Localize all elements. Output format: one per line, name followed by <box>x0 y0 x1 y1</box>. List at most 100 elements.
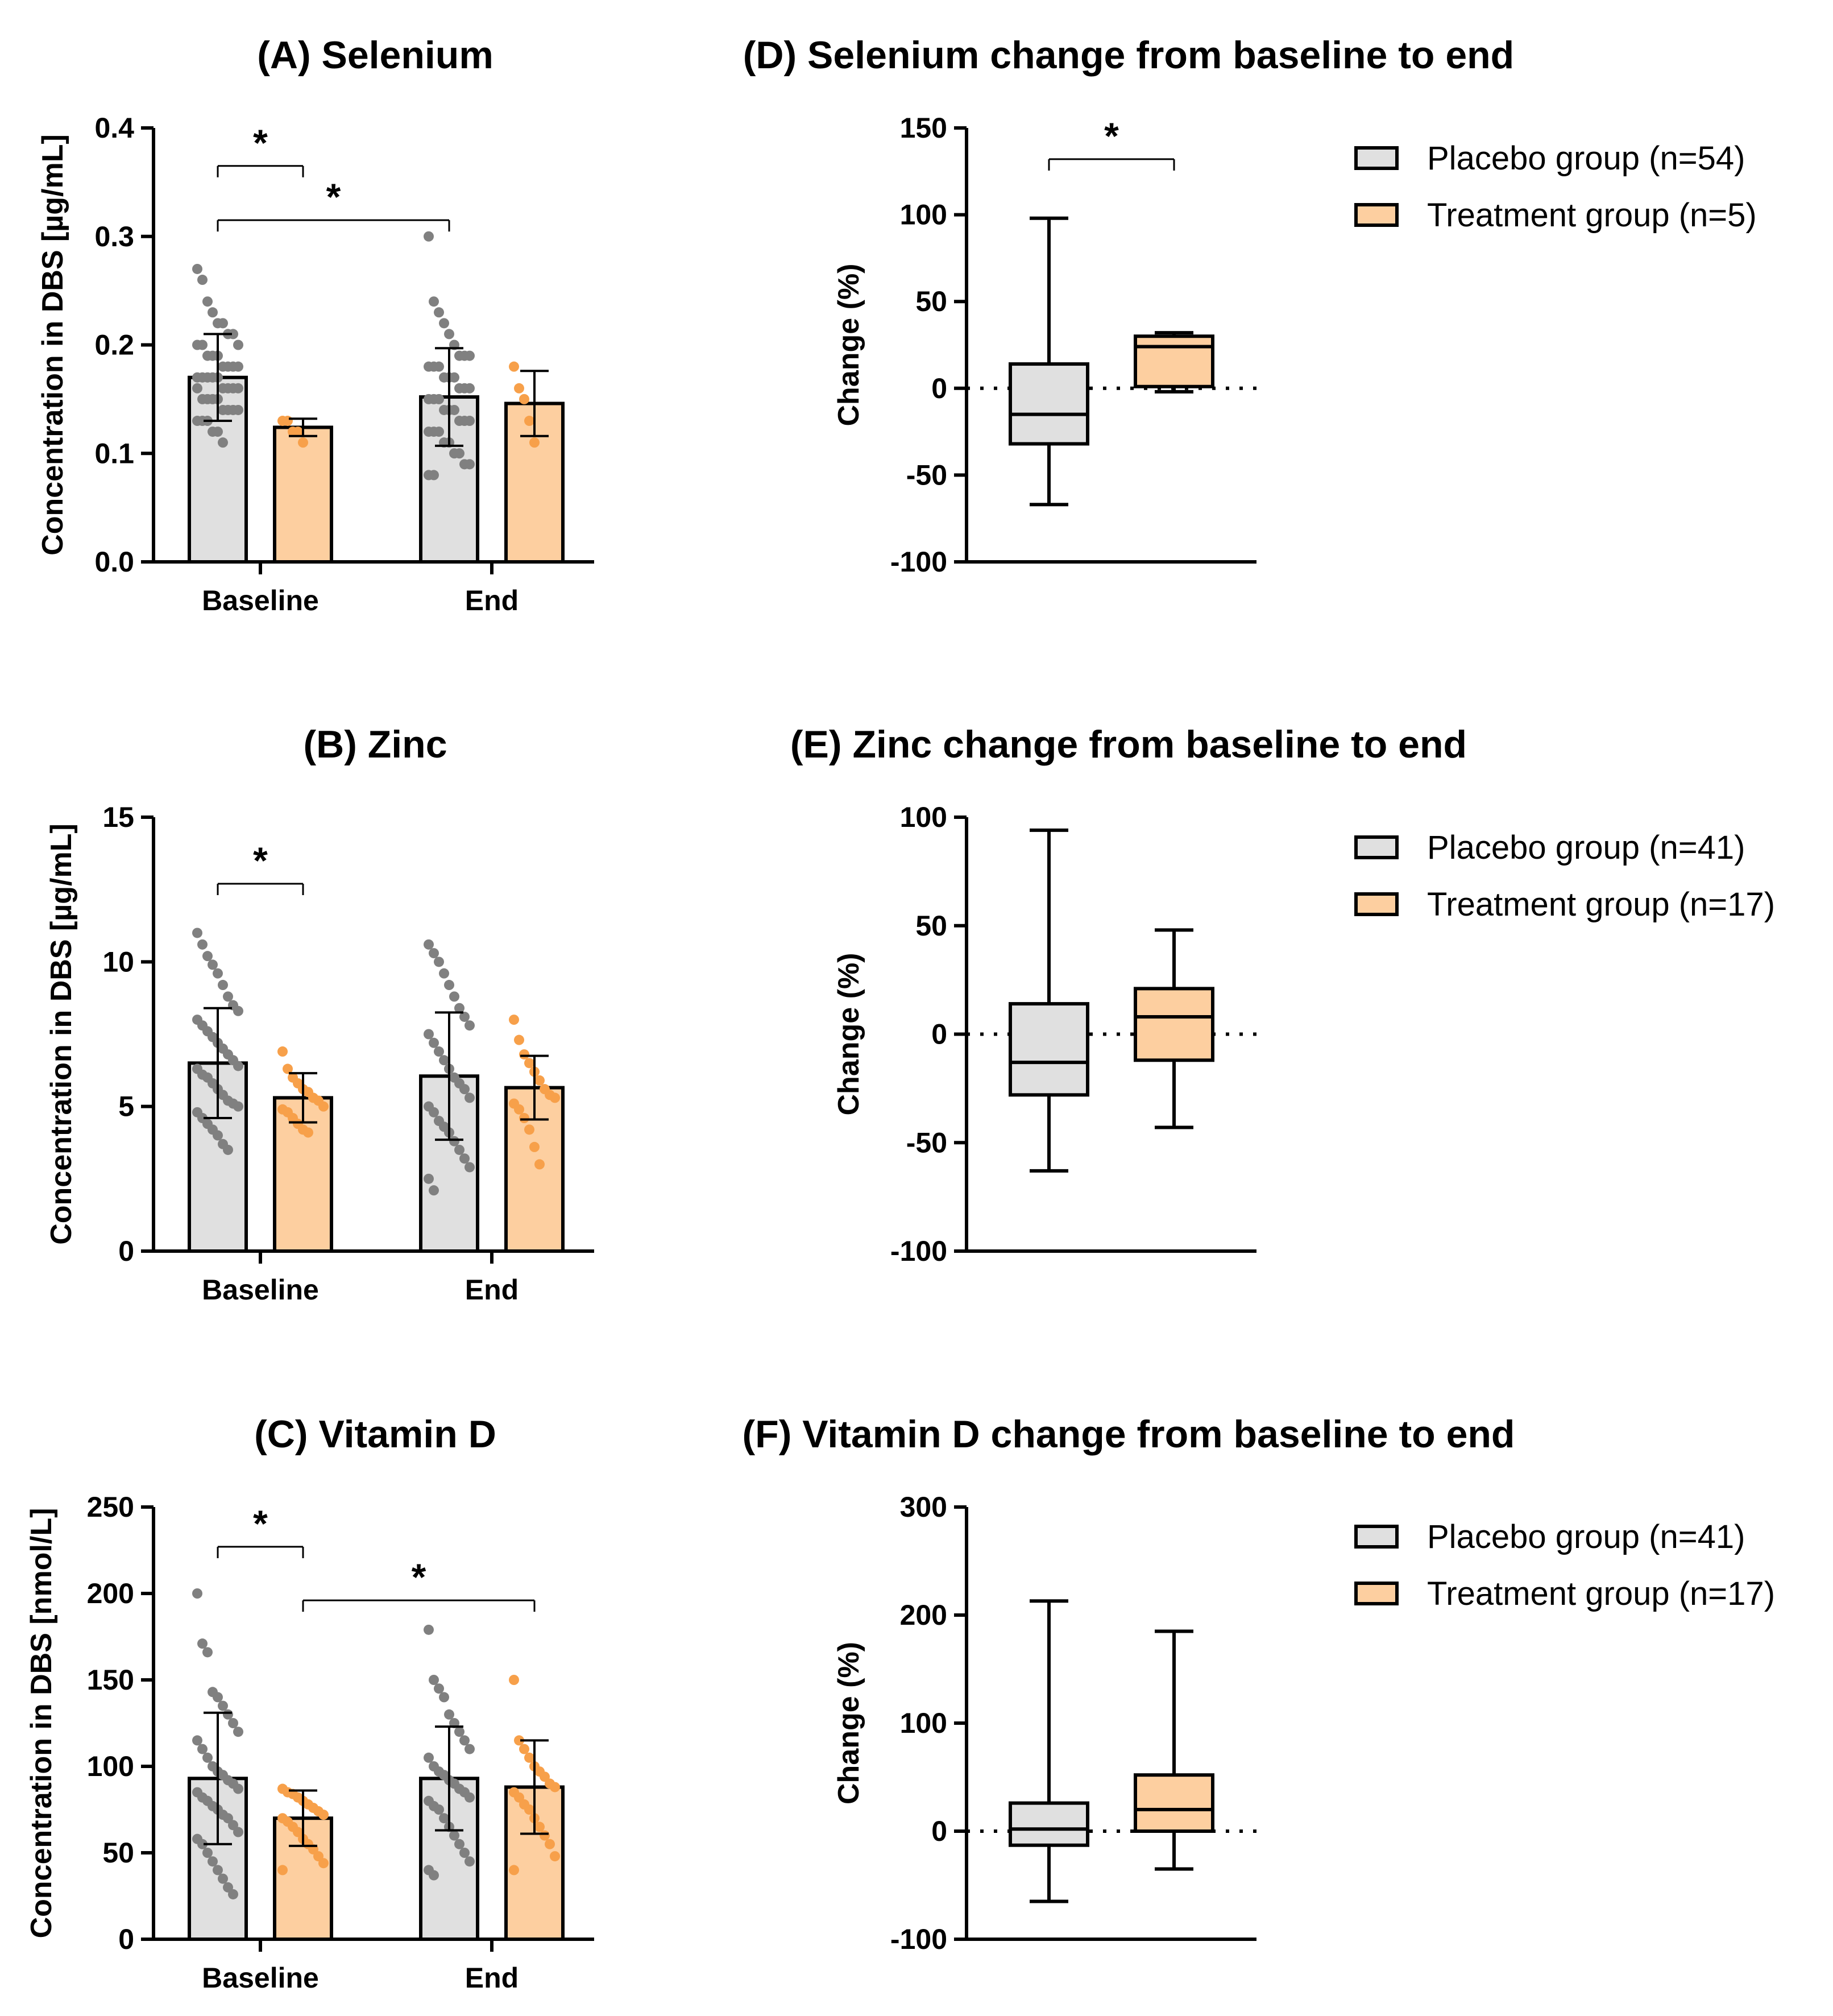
data-point <box>283 416 293 427</box>
data-point <box>514 383 524 394</box>
data-point <box>465 1744 475 1754</box>
data-point <box>429 1185 439 1196</box>
panel-D-ylabel: Change (%) <box>832 264 865 427</box>
data-point <box>424 1624 434 1635</box>
data-point <box>429 1675 439 1685</box>
panel-B-xtick-label: End <box>465 1274 519 1306</box>
panel-A-ytick-label: 0.3 <box>94 221 134 252</box>
data-point <box>233 383 243 394</box>
data-point <box>465 350 475 361</box>
data-point <box>524 1124 534 1135</box>
legend-label: Placebo group (n=41) <box>1427 1518 1745 1555</box>
data-point <box>202 1752 213 1763</box>
data-point <box>434 427 444 437</box>
panel-A-ytick-label: 0.4 <box>94 112 134 144</box>
data-point <box>218 1873 228 1884</box>
data-point <box>429 470 439 481</box>
data-point <box>202 1848 213 1858</box>
data-point <box>540 1830 550 1841</box>
data-point <box>429 1870 439 1881</box>
data-point <box>524 1058 534 1069</box>
data-point <box>514 1034 524 1045</box>
panel-A-ytick-label: 0.2 <box>94 329 134 361</box>
legend-swatch-treatment <box>1354 892 1399 916</box>
data-point <box>545 1839 555 1849</box>
panel-A-ylabel: Concentration in DBS [µg/mL] <box>36 134 69 556</box>
data-point <box>524 1752 534 1763</box>
panel-F-ytick-label: 200 <box>900 1599 947 1631</box>
data-point <box>277 1046 288 1057</box>
data-point <box>424 939 434 950</box>
data-point <box>192 263 202 274</box>
panel-D-ytick-label: 100 <box>900 199 947 231</box>
data-point <box>213 968 223 979</box>
data-point <box>429 1107 439 1117</box>
data-point <box>434 1683 444 1694</box>
data-point <box>444 980 454 991</box>
data-point <box>197 1839 208 1849</box>
panel-C: 0 50 100 150 200 250 Concentration in DBS [nmo… <box>25 1413 594 1994</box>
panel-F-ylabel: Change (%) <box>832 1642 865 1804</box>
panel-C-ytick-label: 150 <box>87 1664 134 1696</box>
data-point <box>192 928 202 938</box>
data-point <box>459 1084 470 1095</box>
data-point <box>459 1011 470 1022</box>
data-point <box>465 416 475 427</box>
data-point <box>233 1727 243 1737</box>
panel-F-ytick-label: 300 <box>900 1491 947 1523</box>
data-point <box>465 1856 475 1867</box>
significance-star: * <box>253 122 268 164</box>
data-point <box>459 1153 470 1164</box>
data-point <box>208 959 218 970</box>
data-point <box>465 383 475 394</box>
data-point <box>439 1692 449 1703</box>
data-point <box>218 318 228 329</box>
panel-C-ytick-label: 100 <box>87 1750 134 1782</box>
data-point <box>202 1647 213 1658</box>
significance-star: * <box>253 839 268 881</box>
data-point <box>233 1005 243 1016</box>
data-point <box>454 448 465 459</box>
panel-B-ytick-label: 10 <box>102 946 134 978</box>
legend-label: Treatment group (n=5) <box>1427 197 1757 234</box>
panel-B-ytick-label: 15 <box>102 801 134 833</box>
data-point <box>434 957 444 967</box>
data-point <box>233 361 243 372</box>
data-point <box>529 437 540 448</box>
data-point <box>197 939 208 950</box>
panel-D-ytick-label: 150 <box>900 112 947 144</box>
data-point <box>439 1055 449 1066</box>
data-point <box>449 404 459 415</box>
data-point <box>449 1136 459 1146</box>
data-point <box>439 318 449 329</box>
data-point <box>223 1144 233 1155</box>
panel-F-title: (F) Vitamin D change from baseline to en… <box>743 1413 1515 1456</box>
data-point <box>223 991 233 1002</box>
panel-E: -100 -50 0 50 100 Change (%) (E) Zinc change f… <box>790 723 1775 1267</box>
data-point <box>424 231 434 242</box>
data-point <box>519 1113 529 1124</box>
box-treatment <box>1134 334 1214 388</box>
panel-C-title: (C) Vitamin D <box>254 1413 496 1456</box>
panel-D-ytick-label: -50 <box>906 459 947 491</box>
data-point <box>459 1735 470 1746</box>
panel-F: -100 0 100 200 300 Change (%) (F) Vitamin D ch… <box>743 1413 1775 1955</box>
data-point <box>202 296 213 307</box>
data-point <box>228 329 238 340</box>
data-point <box>233 1061 243 1071</box>
panel-C-ytick-label: 200 <box>87 1578 134 1609</box>
data-point <box>424 1752 434 1763</box>
data-point <box>213 1130 223 1141</box>
panel-B-ylabel: Concentration in DBS [µg/mL] <box>45 823 78 1245</box>
data-point <box>454 1144 465 1155</box>
data-point <box>424 1029 434 1040</box>
data-point <box>514 1104 524 1115</box>
data-point <box>454 1727 465 1737</box>
data-point <box>534 1159 545 1170</box>
data-point <box>550 1092 560 1103</box>
data-point <box>434 1804 444 1815</box>
panel-F-ytick-label: 100 <box>900 1707 947 1739</box>
panel-E-ytick-label: 0 <box>931 1019 947 1050</box>
panel-D-ytick-label: 50 <box>915 285 947 317</box>
